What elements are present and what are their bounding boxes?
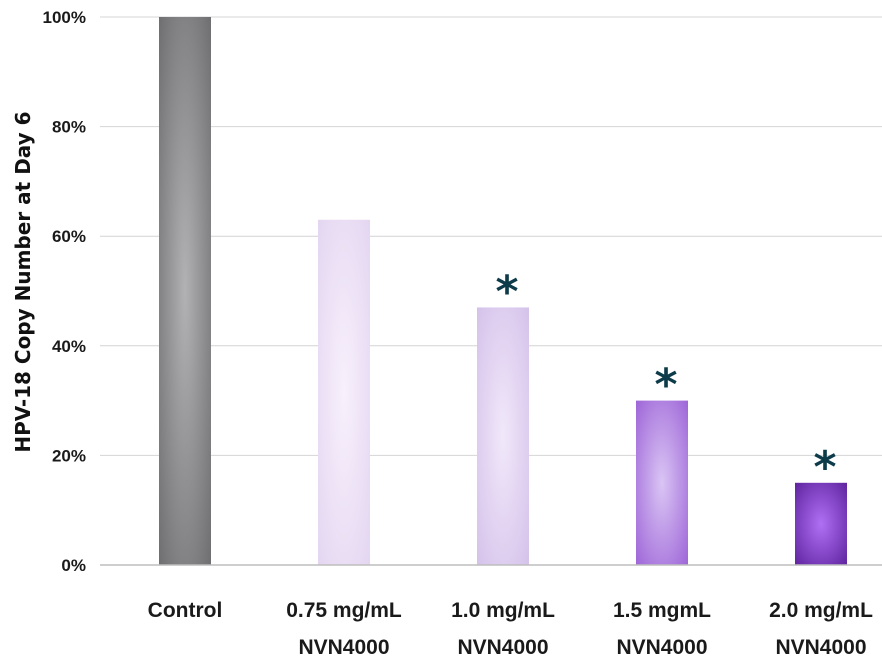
x-category-label: Control <box>148 599 223 622</box>
x-category-label: 1.5 mgmL <box>613 599 711 622</box>
x-category-label: 2.0 mg/mL <box>769 599 873 622</box>
bar <box>795 482 847 565</box>
x-category-label: 0.75 mg/mL <box>286 599 402 622</box>
y-tick-label: 60% <box>52 227 86 246</box>
x-category-label: 1.0 mg/mL <box>451 599 555 622</box>
bar <box>477 307 529 565</box>
y-tick-label: 20% <box>52 446 86 465</box>
bars <box>159 17 847 565</box>
x-category-label: NVN4000 <box>457 636 548 659</box>
y-tick-label: 40% <box>52 337 86 356</box>
x-category-label: NVN4000 <box>616 636 707 659</box>
significance-marks: * * * <box>495 266 836 492</box>
significance-asterisk: * <box>654 360 677 411</box>
significance-asterisk: * <box>813 442 836 493</box>
x-category-label: NVN4000 <box>298 636 389 659</box>
y-tick-label: 100% <box>43 8 86 27</box>
bar <box>318 219 370 565</box>
bar <box>159 17 211 565</box>
gridlines <box>100 16 882 456</box>
bar <box>636 400 688 565</box>
y-tick-label: 80% <box>52 118 86 137</box>
x-category-label: NVN4000 <box>775 636 866 659</box>
y-axis-ticks: 0% 20% 40% 60% 80% 100% <box>43 8 86 575</box>
y-axis-label: HPV-18 Copy Number at Day 6 <box>11 111 35 452</box>
y-tick-label: 0% <box>61 556 86 575</box>
significance-asterisk: * <box>495 266 518 317</box>
x-axis-labels: Control 0.75 mg/mL NVN4000 1.0 mg/mL NVN4000… <box>148 599 873 659</box>
